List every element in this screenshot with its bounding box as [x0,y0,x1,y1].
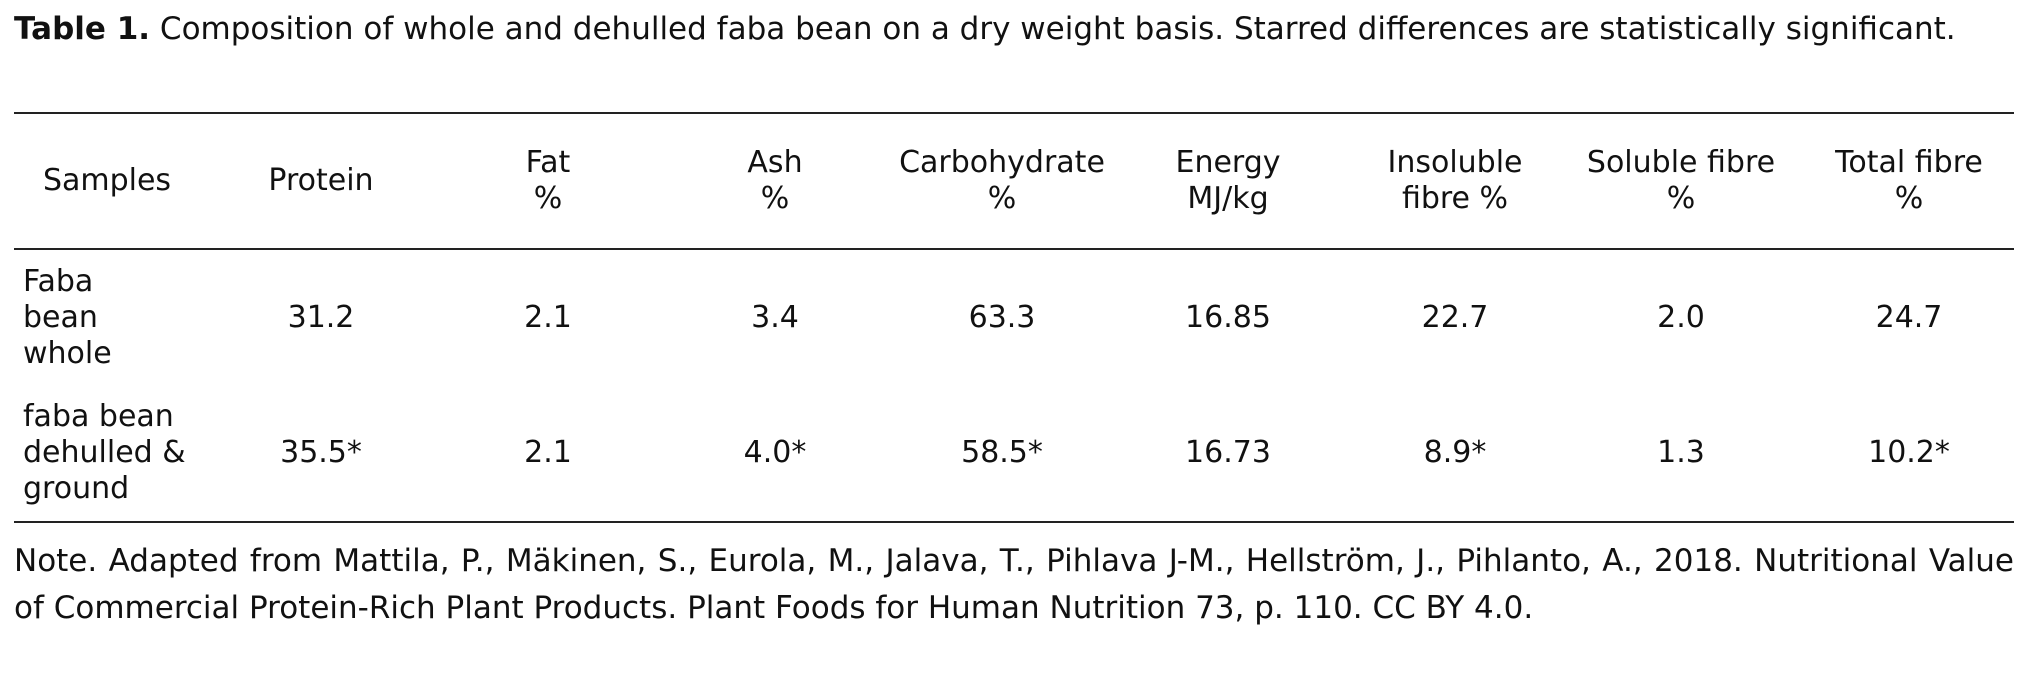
header-cell: Samples [43,163,171,199]
cell-line: Fat [525,145,571,180]
cell-line: Energy [1175,145,1281,180]
cell-line: Samples [42,163,172,198]
cell-line: % [1894,181,1924,216]
value-cell: 24.7 [1875,300,1943,335]
cell-line: Soluble fibre [1586,145,1776,180]
cell-line: % [987,181,1017,216]
table-caption: Table 1. Composition of whole and dehull… [14,6,2014,53]
sample-cell: faba bean dehulled & ground [23,399,186,507]
cell-line: Carbohydrate [899,145,1105,180]
header-cell: Fat% [526,145,571,217]
table-note: Note. Adapted from Mattila, P., Mäkinen,… [14,543,2014,626]
header-cell: Energy MJ/kg [1175,145,1280,217]
header-cell: Insoluble fibre % [1387,145,1522,217]
cell-line: % [533,181,563,216]
cell-line: dehulled & [23,435,186,470]
value-cell: 2.1 [524,300,572,335]
header-cell: Total fibre% [1835,145,1983,217]
value-cell: 8.9* [1423,435,1487,470]
cell-line: % [1666,181,1696,216]
value-cell: 31.2 [287,300,355,335]
header-cell: Protein [268,163,373,199]
value-cell: 58.5* [961,435,1043,470]
cell-line: Insoluble [1387,145,1523,180]
value-cell: 2.0 [1657,300,1705,335]
cell-line: Total fibre [1835,145,1983,180]
cell-line: Protein [268,163,374,198]
header-cell: Carbohydrate% [899,145,1105,217]
cell-line: bean [23,300,98,335]
cell-line: fibre % [1401,181,1509,216]
cell-line: Ash [747,145,803,180]
value-cell: 3.4 [751,300,799,335]
value-cell: 22.7 [1421,300,1489,335]
value-cell: 16.73 [1185,435,1271,470]
value-cell: 16.85 [1185,300,1271,335]
value-cell: 35.5* [280,435,362,470]
header-cell: Soluble fibre% [1587,145,1775,217]
value-cell: 1.3 [1657,435,1705,470]
value-cell: 2.1 [524,435,572,470]
value-cell: 63.3 [968,300,1036,335]
header-rule [14,248,2014,250]
cell-line: ground [23,471,130,506]
cell-line: faba bean [23,399,174,434]
value-cell: 4.0* [743,435,807,470]
cell-line: Faba [23,264,94,299]
cell-line: whole [23,336,112,371]
bottom-rule [14,521,2014,523]
top-rule [14,112,2014,114]
value-cell: 10.2* [1868,435,1950,470]
sample-cell: Faba bean whole [23,264,112,372]
cell-line: MJ/kg [1187,181,1269,216]
cell-line: % [760,181,790,216]
caption-label: Table 1. [14,11,151,47]
caption-text: Composition of whole and dehulled faba b… [159,11,1956,47]
header-cell: Ash% [747,145,802,217]
